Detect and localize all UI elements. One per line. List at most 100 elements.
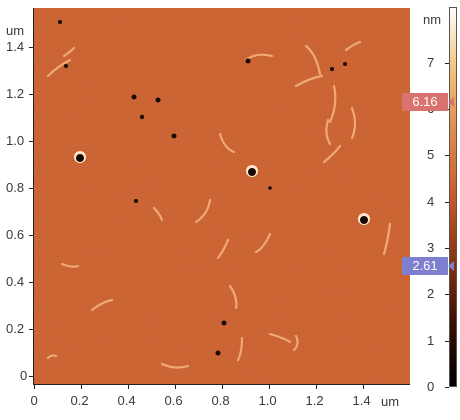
fiber-feature (194, 198, 212, 224)
x-tick-label: 0.6 (164, 393, 183, 408)
fiber-feature (60, 262, 80, 268)
pit-feature (360, 216, 368, 224)
fiber-feature (228, 284, 238, 310)
colorbar-tick-mark (445, 340, 449, 342)
fiber-feature (344, 40, 362, 52)
colorbar-unit: nm (423, 12, 442, 27)
upper-cursor-value: 6.16 (412, 93, 438, 109)
y-tick-mark (29, 376, 33, 377)
x-tick-mark (222, 385, 223, 389)
lower-cursor-value: 2.61 (412, 258, 438, 274)
fiber-feature (292, 334, 299, 352)
y-axis-unit: um (6, 23, 25, 38)
fiber-feature (325, 118, 332, 146)
upper-range-cursor[interactable]: 6.16 (402, 92, 448, 111)
y-tick-label: 0.8 (6, 180, 25, 195)
afm-height-image (34, 8, 410, 384)
fiber-feature (46, 354, 58, 360)
y-tick-label: 0.4 (6, 274, 25, 289)
height-colorbar (449, 7, 457, 387)
fiber-feature (218, 132, 236, 154)
pit-feature (131, 94, 137, 100)
colorbar-tick-label: 7 (427, 54, 435, 70)
fiber-feature (46, 58, 72, 78)
y-tick-mark (29, 235, 33, 236)
x-tick-mark (269, 385, 270, 389)
pit-feature (245, 58, 251, 64)
colorbar-tick-label: 5 (427, 147, 435, 163)
fiber-feature (382, 222, 392, 256)
fiber-feature (322, 144, 342, 164)
lower-range-cursor[interactable]: 2.61 (402, 257, 448, 276)
x-tick-label: 1.4 (352, 393, 371, 408)
pit-feature (171, 133, 177, 139)
colorbar-tick-mark (445, 62, 449, 64)
pit-feature (76, 154, 84, 162)
colorbar-tick-label: 0 (427, 379, 435, 394)
y-tick-label: 1.2 (6, 86, 25, 101)
y-tick-label: 0.2 (6, 321, 25, 336)
y-tick-label: 1.0 (6, 133, 25, 148)
image-texture (34, 8, 410, 384)
fiber-feature (236, 336, 244, 362)
fiber-feature (254, 232, 272, 254)
fiber-feature (304, 44, 322, 76)
y-tick-mark (29, 329, 33, 330)
x-tick-label: 0.8 (211, 393, 230, 408)
colorbar-tick-label: 4 (427, 193, 435, 209)
fiber-feature (294, 74, 324, 88)
y-tick-mark (29, 282, 33, 283)
x-tick-label: 0.2 (70, 393, 89, 408)
colorbar-tick-label: 1 (427, 332, 435, 348)
fiber-feature (160, 362, 190, 369)
y-tick-mark (29, 94, 33, 95)
pit-feature (139, 114, 145, 120)
pit-feature (221, 320, 227, 326)
colorbar-tick-mark (445, 201, 449, 203)
cursor-pointer-icon (448, 96, 454, 107)
x-axis-line (34, 384, 410, 385)
x-tick-mark (34, 385, 35, 389)
fiber-feature (268, 332, 292, 344)
x-tick-mark (128, 385, 129, 389)
pit-feature (155, 97, 161, 103)
y-tick-label: 0.6 (6, 227, 25, 242)
pit-feature (134, 199, 138, 203)
pit-feature (268, 186, 272, 190)
x-tick-label: 1.2 (305, 393, 324, 408)
fiber-feature (62, 46, 76, 58)
x-tick-label: 0.4 (117, 393, 136, 408)
x-tick-mark (81, 385, 82, 389)
colorbar-tick-mark (445, 247, 449, 249)
pit-features (58, 20, 370, 356)
colorbar-tick-label: 2 (427, 286, 435, 302)
x-tick-label: 0 (30, 393, 38, 408)
pit-feature (58, 20, 62, 24)
fiber-feature (350, 106, 357, 140)
y-tick-label: 0 (20, 368, 28, 383)
x-tick-mark (363, 385, 364, 389)
y-tick-label: 1.4 (6, 39, 25, 54)
x-tick-label: 1.0 (258, 393, 277, 408)
fiber-feature (152, 206, 164, 222)
fiber-feature (90, 298, 114, 312)
colorbar-tick-mark (445, 387, 449, 388)
fiber-feature (216, 238, 230, 260)
y-tick-mark (29, 141, 33, 142)
pit-feature (215, 350, 221, 356)
x-tick-mark (316, 385, 317, 389)
y-tick-mark (29, 47, 33, 48)
x-axis-unit: um (381, 394, 400, 409)
colorbar-tick-mark (445, 155, 449, 157)
colorbar-tick-label: 3 (427, 239, 435, 255)
colorbar-tick-mark (445, 294, 449, 296)
cursor-pointer-icon (448, 261, 454, 272)
x-tick-mark (175, 385, 176, 389)
pit-feature (64, 64, 68, 68)
pit-feature (248, 168, 256, 176)
pit-feature (330, 67, 334, 71)
fiber-feature (328, 84, 337, 124)
y-tick-mark (29, 188, 33, 189)
pit-feature (343, 62, 347, 66)
y-axis-line (33, 8, 34, 385)
